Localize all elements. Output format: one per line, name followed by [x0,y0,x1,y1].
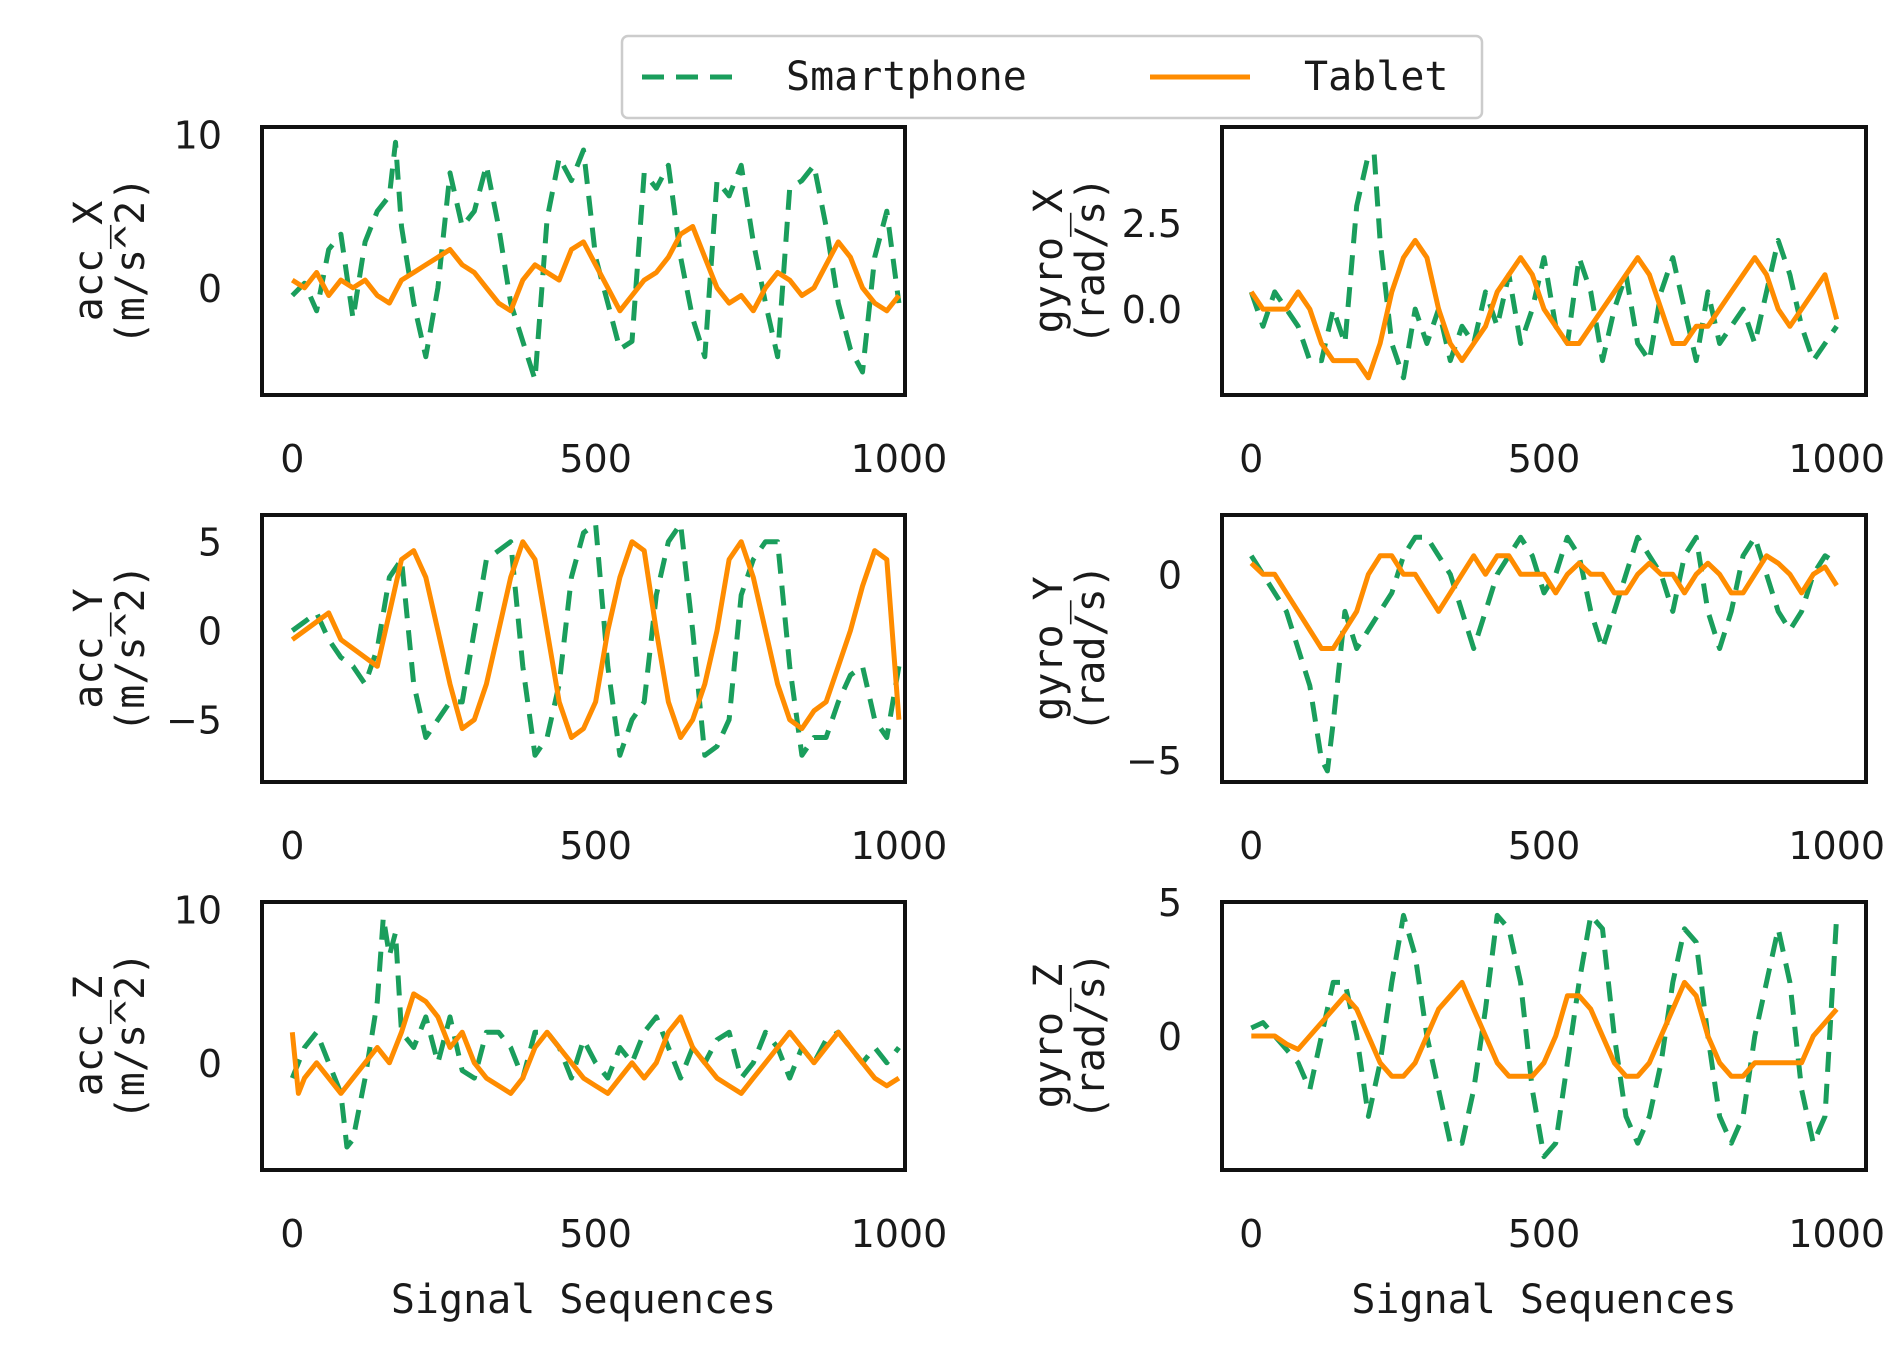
panel-5-ylabel-line2: (m/s^2) [108,952,154,1121]
panel-5-xtick-label: 1000 [851,1212,948,1256]
panel-1-xtick-label: 0 [280,437,304,481]
panel-3-xtick-label: 500 [559,824,632,868]
panel-2-series-smartphone [1248,152,1839,381]
panel-1-series-tablet [290,224,901,314]
panel-5-ylabel-line1: acc_Z [66,976,112,1096]
panel-6-ytick-label: 5 [1158,881,1182,925]
panel-gyro-x: 0 500 1000 0.0 2.5 gyro_X(rad/s) [1026,125,1885,481]
panel-2-ylabel-line1: gyro_X [1026,189,1072,334]
panel-4-xtick-label: 500 [1508,824,1581,868]
panel-2-series-tablet [1249,237,1840,381]
panel-4-xtick-label: 1000 [1788,824,1885,868]
panel-4-ylabel-line1: gyro_Y [1026,576,1072,721]
panel-2-xtick-label: 1000 [1788,437,1885,481]
panel-2-xtick-label: 500 [1508,437,1581,481]
panel-4-ytick-label: −5 [1126,739,1182,783]
panel-2-ytick-label: 0.0 [1122,288,1182,332]
panel-1-frame [260,125,907,397]
panel-4-series-smartphone [1249,534,1839,774]
panel-1-ytick-label: 0 [198,267,222,311]
panel-4-ylabel-line2: (rad/s) [1068,564,1114,733]
panel-gyro-y: 0 500 1000 −5 0 gyro_Y(rad/s) [1026,513,1885,868]
panel-4-frame [1220,513,1868,784]
panel-5-ytick-label: 10 [174,889,222,933]
panel-2-ytick-label: 2.5 [1122,202,1182,246]
panel-1-xtick-label: 500 [559,437,632,481]
panel-3-xtick-label: 1000 [851,824,948,868]
panel-acc-y: 0 500 1000 −5 0 5 acc_Y(m/s^2) [66,513,948,868]
legend-box [620,34,1484,120]
panel-5-xlabel: Signal Sequences [391,1277,776,1323]
panel-1-ylabel-line1: acc_X [66,201,112,321]
panel-2-ylabel-line2: (rad/s) [1068,177,1114,346]
panel-6-frame [1220,900,1868,1172]
panel-5-frame [260,900,907,1172]
panel-6-ylabel-line2: (rad/s) [1068,952,1114,1121]
panel-6-series-smartphone [1250,912,1840,1160]
panel-6-xtick-label: 500 [1508,1212,1581,1256]
panel-2-xtick-label: 0 [1239,437,1263,481]
panel-3-ylabel-line2: (m/s^2) [108,564,154,733]
panel-6-xtick-label: 1000 [1788,1212,1885,1256]
panel-1-series-smartphone [290,139,902,383]
panel-6-ylabel-line1: gyro_Z [1026,964,1072,1109]
panel-6-ytick-label: 0 [1158,1015,1182,1059]
panel-3-ylabel-line1: acc_Y [66,588,112,708]
panel-gyro-z: 0 500 1000 0 5 gyro_Z(rad/s) Signal Sequences [1026,881,1885,1323]
panel-acc-z: 0 500 1000 0 10 acc_Z(m/s^2) Signal Sequences [66,889,947,1323]
panel-3-ytick-label: −5 [166,699,222,743]
panel-acc-x: 0 500 1000 0 10 acc_X(m/s^2) [66,114,947,481]
panel-6-xlabel: Signal Sequences [1351,1277,1736,1323]
panel-5-ytick-label: 0 [198,1042,222,1086]
panel-1-ytick-label: 10 [174,114,222,158]
panel-3-series-tablet [290,539,902,740]
panel-4-ytick-label: 0 [1158,553,1182,597]
panel-3-ytick-label: 0 [198,610,222,654]
panel-3-xtick-label: 0 [280,824,304,868]
panel-5-series-tablet [289,991,901,1096]
legend: Smartphone Tablet [620,34,1484,120]
panel-6-xtick-label: 0 [1239,1212,1263,1256]
panel-1-ylabel-line2: (m/s^2) [108,177,154,346]
legend-smartphone-label: Smartphone [786,54,1027,100]
panel-3-ytick-label: 5 [198,521,222,565]
panel-6-series-tablet [1251,979,1839,1079]
panel-3-frame [260,513,907,784]
legend-tablet-label: Tablet [1304,54,1449,100]
panel-5-xtick-label: 0 [280,1212,304,1256]
panel-2-frame [1220,125,1868,397]
panel-1-xtick-label: 1000 [851,437,948,481]
panel-4-xtick-label: 0 [1239,824,1263,868]
panel-5-series-smartphone [289,914,901,1150]
panel-4-series-tablet [1249,553,1839,651]
panel-5-xtick-label: 500 [559,1212,632,1256]
